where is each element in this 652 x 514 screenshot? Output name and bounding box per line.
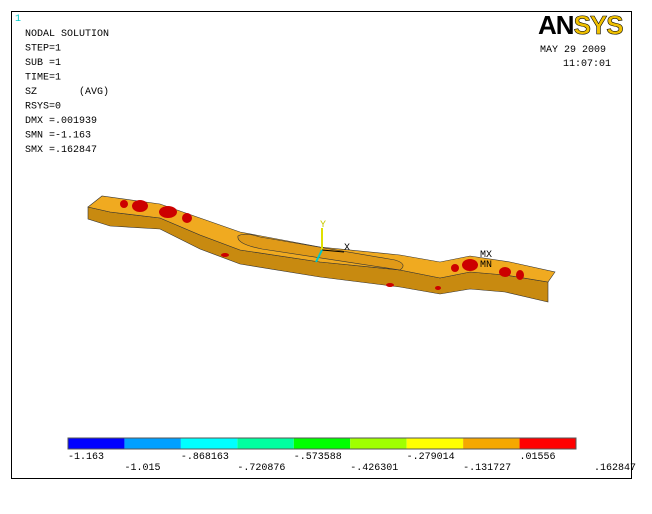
hot-spots — [120, 200, 524, 290]
time: 11:07:01 — [563, 59, 611, 70]
header-line: SUB =1 — [25, 58, 61, 69]
min-marker: MN — [480, 260, 492, 271]
date: MAY 29 2009 — [540, 45, 606, 56]
header-line: SMX =.162847 — [25, 145, 97, 156]
window-number: 1 — [15, 14, 21, 25]
triad-z — [315, 249, 323, 263]
header-line: NODAL SOLUTION — [25, 29, 109, 40]
header-line: SZ (AVG) — [25, 86, 109, 98]
header-line: RSYS=0 — [25, 102, 61, 113]
logo-sys: SYS — [574, 10, 624, 40]
legend-swatch — [68, 438, 125, 449]
model: Y X MX MN — [87, 195, 556, 303]
legend-swatch — [293, 438, 351, 449]
header-line: STEP=1 — [25, 44, 61, 55]
legend-label: -.131727 — [463, 463, 511, 474]
legend-label: -.868163 — [181, 452, 229, 463]
header-line: SMN =-1.163 — [25, 131, 91, 142]
header-line: TIME=1 — [25, 73, 61, 84]
header-line: DMX =.001939 — [25, 116, 97, 127]
legend-label: -.720876 — [237, 463, 285, 474]
legend-swatch — [237, 438, 294, 449]
legend-label: -.573588 — [294, 452, 342, 463]
triad-x-label: X — [344, 243, 350, 254]
frame — [11, 11, 632, 479]
legend-swatch — [519, 438, 576, 449]
legend-swatch — [463, 438, 520, 449]
logo: ANSYS — [538, 10, 623, 40]
legend-swatch — [180, 438, 238, 449]
triad-x — [321, 249, 345, 253]
legend-label: -.279014 — [407, 452, 455, 463]
legend-label: -.426301 — [350, 463, 398, 474]
logo-an: AN — [538, 10, 574, 40]
legend-border — [67, 437, 577, 450]
triad-y-label: Y — [320, 220, 326, 231]
legend-label: -1.015 — [124, 463, 160, 474]
legend-label: .01556 — [520, 452, 556, 463]
legend-label: -1.163 — [68, 452, 104, 463]
legend-swatch — [124, 438, 181, 449]
max-marker: MX — [480, 250, 492, 261]
legend: -1.163 -1.015 -.868163 -.720876 -.573588 -.42… — [67, 437, 636, 474]
legend-swatch — [350, 438, 407, 449]
header: NODAL SOLUTION STEP=1 SUB =1 TIME=1 SZ (AVG)… — [25, 29, 109, 156]
legend-swatch — [406, 438, 464, 449]
legend-label: .162847 — [594, 463, 636, 474]
